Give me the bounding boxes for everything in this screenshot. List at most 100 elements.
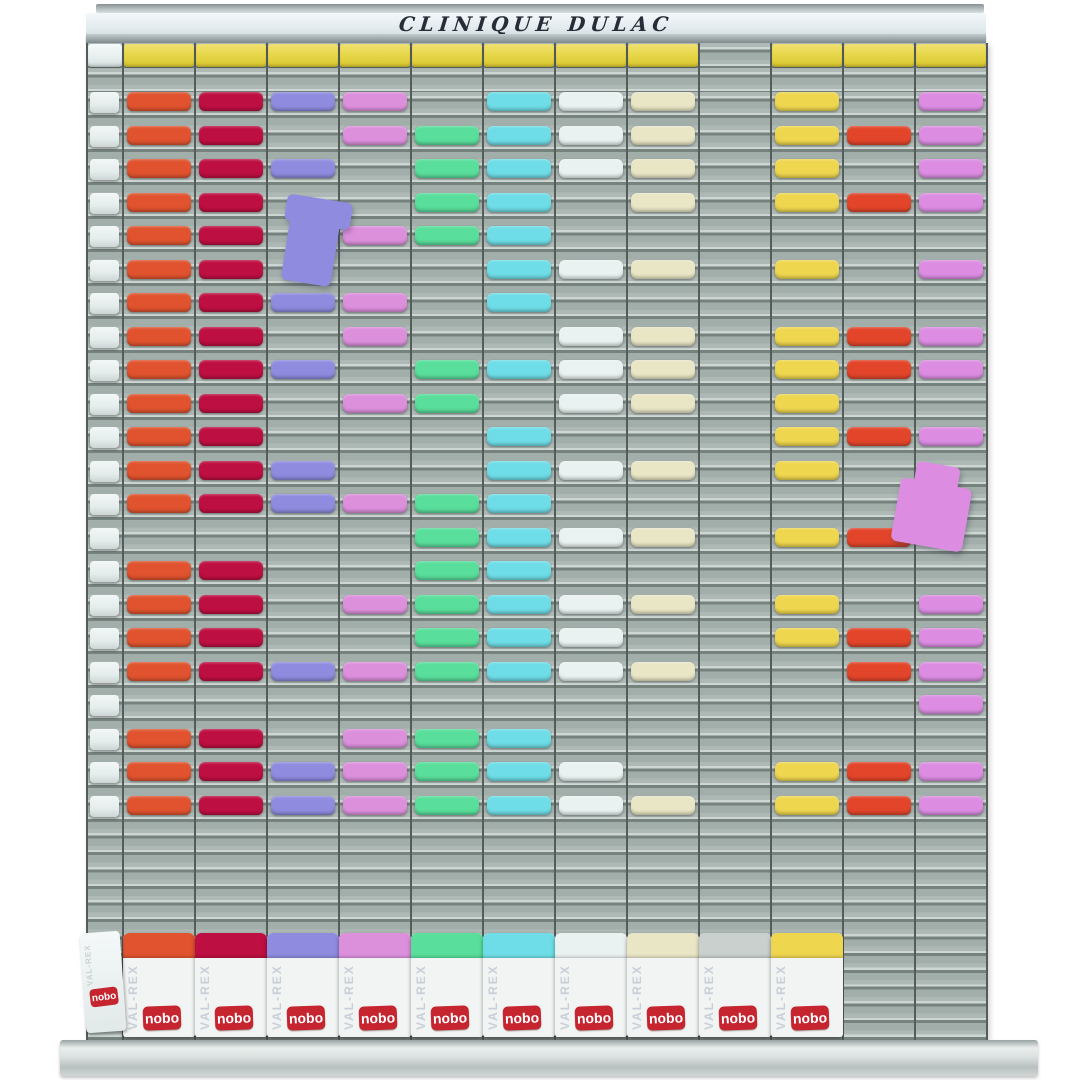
- t-card-red: [847, 795, 911, 815]
- card-slot: [700, 159, 770, 193]
- card-slot: [916, 125, 986, 159]
- card-slot: [700, 494, 770, 528]
- t-card-cyan: [487, 360, 551, 379]
- index-slot: [88, 427, 122, 461]
- card-slot: [916, 226, 986, 260]
- card-slot: [340, 226, 410, 260]
- valrex-label: VAL-REX: [774, 963, 788, 1030]
- card-slot: [844, 829, 914, 863]
- card-slot: [196, 92, 266, 126]
- header-card: [484, 44, 554, 67]
- card-slot: [556, 661, 626, 695]
- card-slot: [124, 628, 194, 662]
- card-slot: [700, 862, 770, 896]
- card-slot: [196, 795, 266, 829]
- card-slot: [628, 728, 698, 762]
- card-slot: [556, 226, 626, 260]
- t-card-cyan: [487, 728, 551, 748]
- t-card-periwinkle: [271, 762, 335, 781]
- t-card-cyan: [487, 527, 551, 547]
- card-slot: [772, 728, 842, 762]
- t-card-cream: [631, 393, 695, 413]
- card-slot: [124, 527, 194, 561]
- card-slot: [340, 661, 410, 695]
- t-card-green: [415, 661, 479, 681]
- t-card-violet: [919, 360, 983, 379]
- valrex-label: VAL-REX: [342, 963, 356, 1030]
- t-card-green: [415, 527, 479, 547]
- card-slot: [412, 829, 482, 863]
- card-slot: [772, 795, 842, 829]
- card-slot: [700, 226, 770, 260]
- card-slot: [124, 226, 194, 260]
- header-slot-column-4: [340, 43, 410, 68]
- card-slot: [340, 460, 410, 494]
- t-card-violet: [919, 795, 983, 815]
- t-card-crimson: [199, 159, 263, 178]
- card-slot: [700, 326, 770, 360]
- card-slot: [844, 862, 914, 896]
- card-slot: [916, 192, 986, 226]
- empty-slot: [88, 68, 122, 92]
- card-slot: [628, 494, 698, 528]
- card-slot: [628, 92, 698, 126]
- card-slot: [196, 460, 266, 494]
- t-card-orange: [127, 795, 191, 815]
- t-card-orchid: [343, 393, 407, 413]
- card-slot: [340, 561, 410, 595]
- card-slot: [556, 896, 626, 930]
- card-slot: [124, 762, 194, 796]
- card-slot: [412, 896, 482, 930]
- empty-slot: [124, 68, 194, 92]
- t-card-white: [559, 795, 623, 815]
- nobo-logo: nobo: [790, 1004, 830, 1031]
- t-card-violet: [919, 159, 983, 178]
- card-slot: [268, 594, 338, 628]
- t-card-white: [559, 762, 623, 781]
- card-slot: [484, 728, 554, 762]
- t-card-column-7: VAL-REX nobo: [555, 43, 627, 1040]
- card-slot: [700, 896, 770, 930]
- index-card: [90, 728, 119, 750]
- card-slot: [556, 527, 626, 561]
- valrex-label: VAL-REX: [198, 963, 212, 1030]
- index-card: [90, 125, 119, 147]
- t-card-cyan: [487, 159, 551, 178]
- card-slot: [700, 460, 770, 494]
- t-card-crimson: [199, 561, 263, 580]
- index-column: [88, 43, 122, 1040]
- header-slot-column-12: [916, 43, 986, 68]
- empty-slot: [844, 68, 914, 92]
- card-slot: [124, 259, 194, 293]
- card-slot: [700, 259, 770, 293]
- card-slot: [556, 728, 626, 762]
- index-header-card: [88, 44, 122, 67]
- card-slot: [628, 393, 698, 427]
- card-slot: [124, 728, 194, 762]
- t-card-yellow: [775, 594, 839, 614]
- cells-column-10: [772, 92, 842, 930]
- card-slot: [412, 494, 482, 528]
- t-card-orange: [127, 762, 191, 781]
- t-card-white: [559, 594, 623, 614]
- t-card-violet: [919, 125, 983, 145]
- card-slot: [844, 762, 914, 796]
- t-card-crimson: [199, 427, 263, 446]
- card-slot: [412, 661, 482, 695]
- card-slot: [772, 561, 842, 595]
- t-card-cyan: [487, 628, 551, 647]
- t-card-cyan: [487, 494, 551, 513]
- t-card-cream: [631, 125, 695, 145]
- t-card-column-6: VAL-REX nobo: [483, 43, 555, 1040]
- card-slot: [484, 561, 554, 595]
- card-slot: [268, 125, 338, 159]
- index-card: [90, 628, 119, 649]
- card-slot: [772, 494, 842, 528]
- card-slot: [772, 527, 842, 561]
- t-card-green: [415, 393, 479, 413]
- bottom-slot: VAL-REX nobo: [483, 929, 555, 1040]
- index-title-card: VAL-REX nobo: [555, 932, 627, 1037]
- card-slot: [844, 427, 914, 461]
- card-slot: [556, 293, 626, 327]
- index-card: [90, 326, 119, 348]
